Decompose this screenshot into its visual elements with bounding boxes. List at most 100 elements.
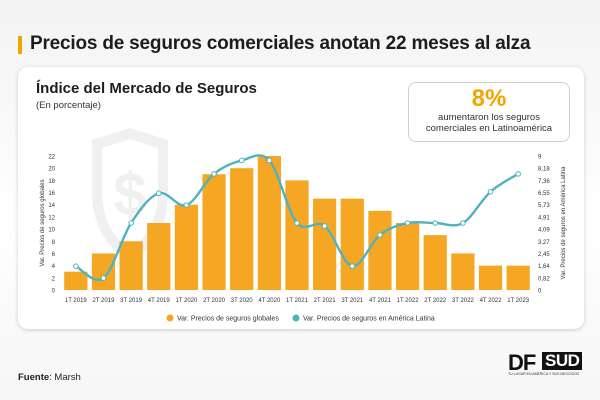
left-tick-label: 16: [48, 191, 55, 197]
left-tick-label: 0: [52, 289, 56, 295]
legend-label-global: Var. Precios de seguros globales: [177, 316, 279, 323]
bar-2t-2021: [313, 198, 337, 290]
x-tick-label: 4T 2022: [480, 298, 503, 304]
line-point-3t-2021: [349, 263, 356, 269]
source-value: : Marsh: [49, 372, 81, 383]
x-tick-label: 1T 2021: [286, 298, 309, 304]
bar-4t-2022: [478, 265, 503, 290]
logo-sud: SUD: [542, 352, 583, 370]
right-tick-label: 7,36: [538, 179, 550, 185]
line-point-4t-2019: [155, 190, 162, 197]
legend-label-latam: Var. Precios de seguros en América Latin…: [303, 316, 435, 323]
x-tick-label: 3T 2019: [120, 298, 143, 304]
line-point-1t-2021: [294, 220, 300, 226]
bar-1t-2023: [506, 265, 530, 290]
callout-line-2: comerciales en Latinoamérica: [425, 123, 553, 134]
line-series: [73, 154, 521, 281]
bar-4t-2021: [368, 210, 392, 290]
logo-df: DF: [508, 350, 536, 375]
svg-text:$: $: [113, 161, 146, 228]
shield-dollar-watermark-icon: $: [92, 128, 168, 262]
line-point-4t-2021: [377, 232, 383, 238]
right-tick-label: 6,55: [538, 191, 550, 197]
right-tick-label: 9: [538, 155, 542, 161]
chart-title: Índice del Mercado de Seguros: [36, 80, 257, 97]
x-tick-label: 4T 2019: [148, 298, 171, 304]
right-tick-label: 0,82: [538, 276, 550, 282]
headline-accent-bar: [18, 36, 22, 54]
line-point-1t-2020: [183, 202, 190, 208]
bar-4t-2019: [147, 223, 171, 290]
right-axis-label: Var. Precios de seguros en América Latin…: [561, 166, 567, 280]
left-tick-label: 14: [48, 203, 55, 209]
x-tick-label: 1T 2022: [397, 298, 420, 304]
x-tick-label: 4T 2020: [258, 298, 281, 304]
right-axis: 0 0,82 1,64 2,45 3,27 4,09 4,91 5,73 6,55 7,36 8,1…: [538, 155, 567, 295]
source-note: Fuente: Marsh: [18, 372, 81, 383]
source-label: Fuente: [18, 372, 50, 383]
line-point-2t-2021: [321, 223, 328, 229]
left-tick-label: 4: [52, 264, 56, 270]
bar-3t-2020: [230, 168, 254, 290]
dfsud-logo: DF SUD TU LUGAR EN AMÉRICA Y SUS NEGOCIO…: [508, 350, 590, 380]
x-axis: 1T 2019 2T 2019 3T 2019 4T 2019 1T 2020 2T 20…: [65, 298, 530, 304]
x-tick-label: 4T 2021: [369, 298, 392, 304]
line-point-1t-2019: [73, 263, 79, 269]
right-tick-label: 3,27: [538, 240, 550, 246]
line-point-3t-2019: [128, 220, 134, 226]
bar-2t-2020: [202, 174, 226, 290]
x-tick-label: 3T 2022: [452, 298, 475, 304]
left-tick-label: 22: [48, 155, 55, 161]
bar-2t-2022: [423, 235, 447, 290]
left-tick-label: 18: [48, 179, 55, 185]
bar-3t-2019: [119, 241, 143, 290]
left-axis: 0 2 4 6 8 10 12 14 16 18 20 22 Var. Precios de segur…: [40, 155, 56, 295]
legend: Var. Precios de seguros globales Var. Pre…: [166, 314, 435, 323]
callout-value: 8%: [471, 85, 507, 112]
x-tick-label: 1T 2019: [65, 298, 88, 304]
line-point-1t-2022: [404, 220, 411, 226]
chart-subtitle: (En porcentaje): [36, 100, 101, 111]
x-tick-label: 2T 2019: [93, 298, 116, 304]
right-tick-label: 4,91: [538, 215, 550, 221]
bar-1t-2022: [395, 223, 420, 290]
line-point-1t-2023: [515, 171, 521, 177]
x-tick-label: 2T 2021: [314, 298, 337, 304]
legend-marker-global: [166, 314, 174, 322]
bar-3t-2021: [340, 198, 364, 290]
line-point-3t-2020: [238, 157, 245, 164]
right-tick-label: 0: [538, 289, 542, 295]
line-point-2t-2019: [100, 275, 107, 281]
x-tick-label: 1T 2020: [175, 298, 198, 304]
x-tick-label: 3T 2020: [231, 298, 254, 304]
bar-1t-2021: [285, 180, 309, 290]
line-point-3t-2022: [460, 220, 466, 226]
left-tick-label: 20: [48, 167, 55, 173]
headline: Precios de seguros comerciales anotan 22…: [30, 33, 531, 54]
bar-series: [64, 156, 530, 290]
callout-box: 8% aumentaron los seguros comerciales en…: [408, 82, 570, 142]
x-tick-label: 2T 2020: [203, 298, 226, 304]
line-point-2t-2022: [432, 220, 439, 226]
bar-4t-2020: [257, 156, 281, 290]
line-point-4t-2022: [487, 188, 494, 195]
callout-line-1: aumentaron los seguros: [438, 112, 540, 123]
logo-tagline: TU LUGAR EN AMÉRICA Y SUS NEGOCIOS: [508, 372, 580, 376]
bar-1t-2019: [64, 271, 88, 290]
right-tick-label: 4,09: [538, 228, 550, 234]
x-tick-label: 3T 2021: [341, 298, 364, 304]
bar-2t-2019: [91, 253, 116, 290]
x-tick-label: 1T 2023: [507, 298, 530, 304]
line-point-4t-2020: [266, 157, 273, 164]
left-tick-label: 2: [52, 276, 56, 282]
line-point-2t-2020: [211, 171, 217, 177]
right-tick-label: 1,64: [538, 264, 550, 270]
left-tick-label: 8: [52, 240, 56, 246]
right-tick-label: 5,73: [538, 203, 550, 209]
bar-1t-2020: [174, 204, 199, 290]
right-tick-label: 8,18: [538, 167, 550, 173]
left-axis-label: Var. Precios de seguros globales: [40, 179, 46, 266]
left-tick-label: 6: [52, 252, 56, 258]
right-tick-label: 2,45: [538, 252, 550, 258]
